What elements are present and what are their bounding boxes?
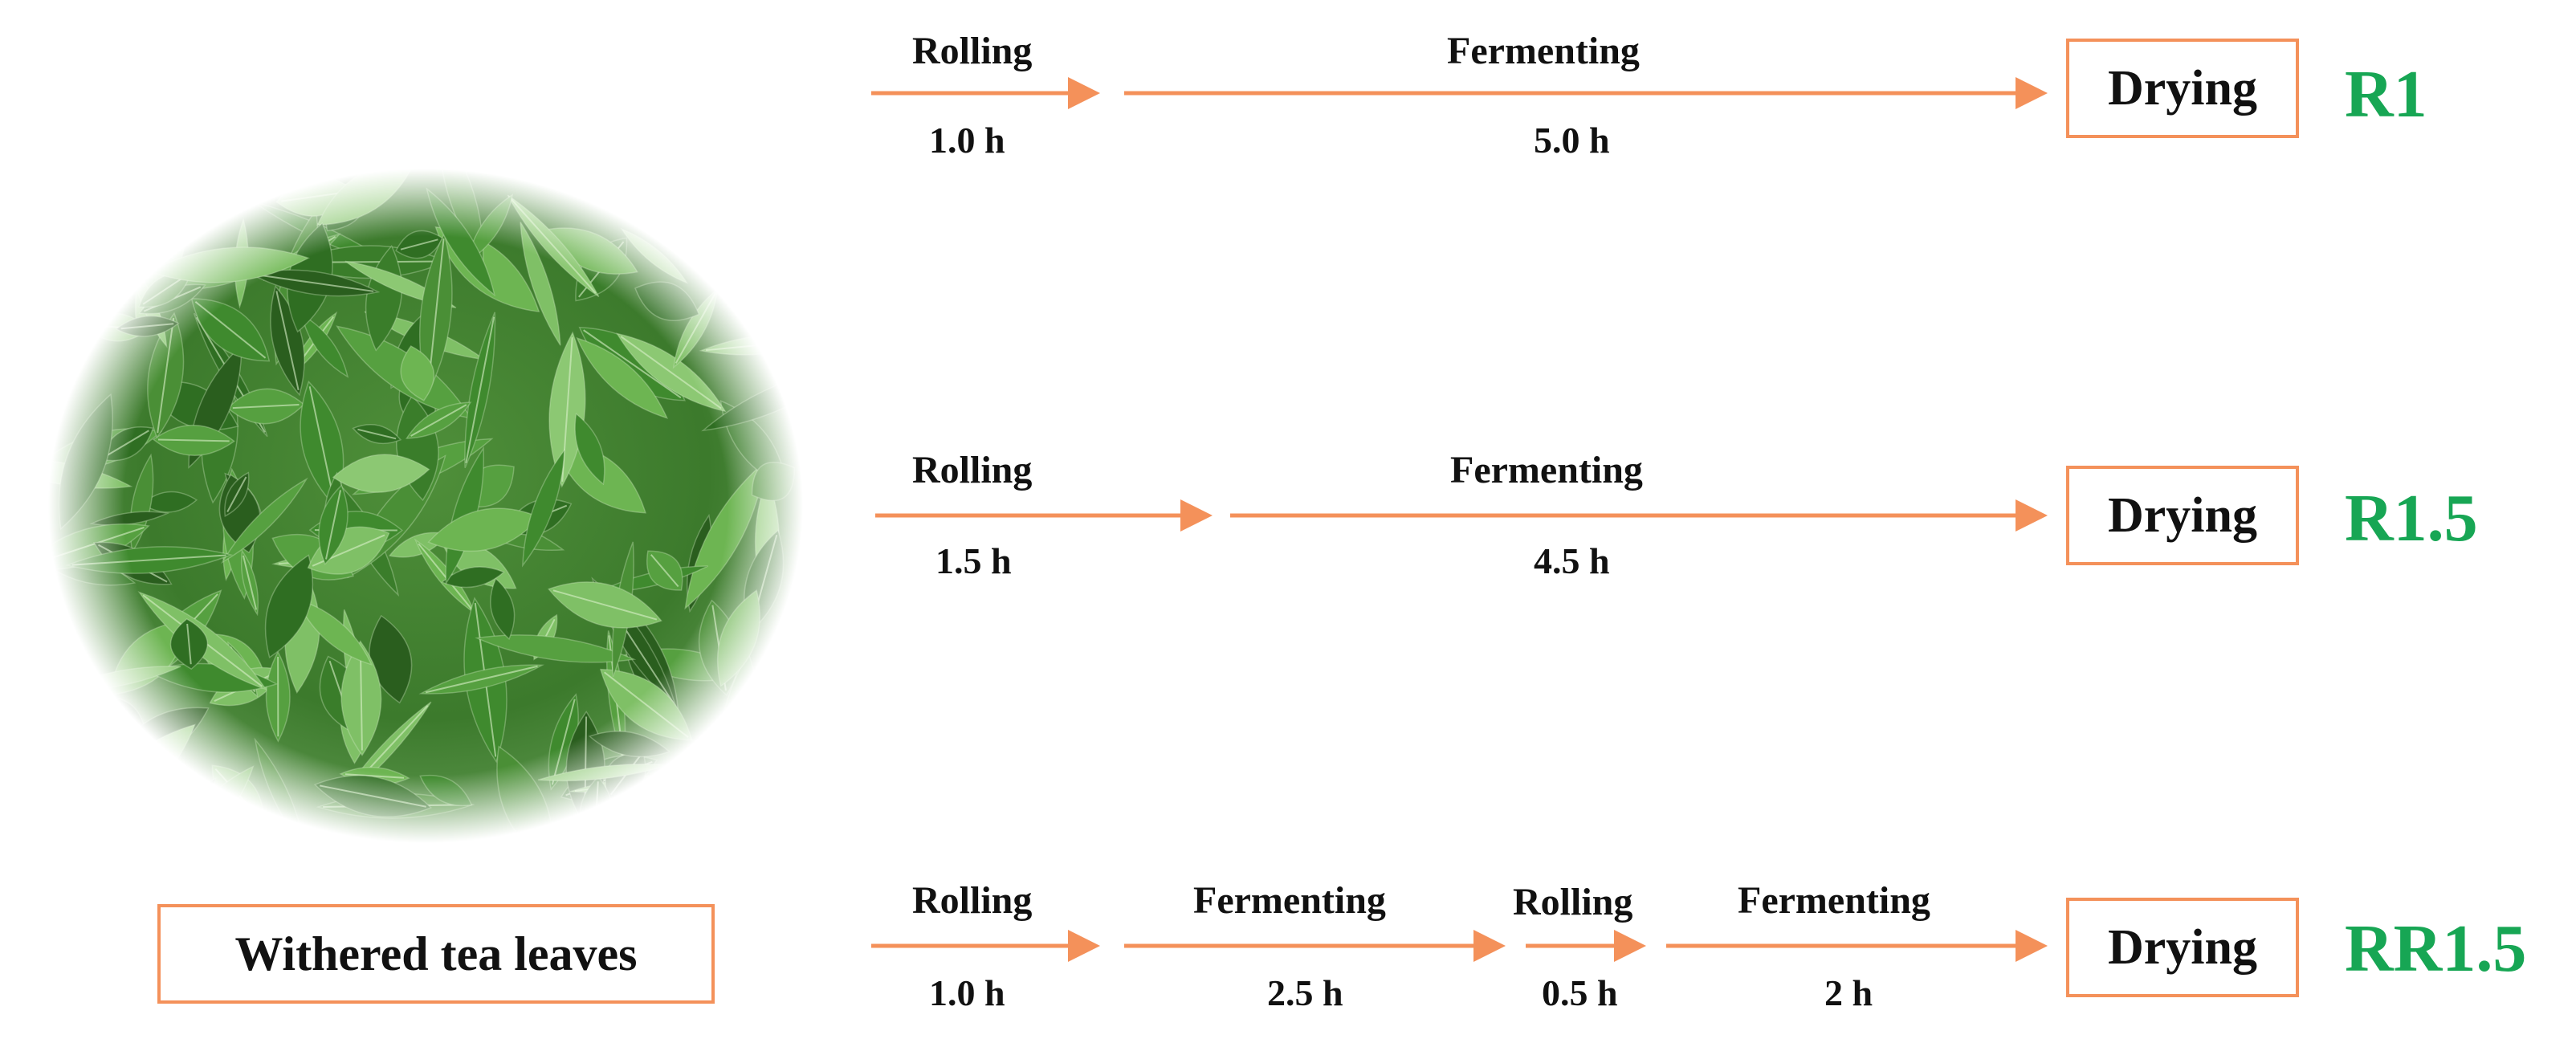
route-r15-step-1-duration: 1.5 h [935,540,1012,581]
route-r1-step-1-label: Rolling [912,30,1033,72]
route-r15-step-2-label: Fermenting [1450,449,1643,491]
route-rr15-step-3-label: Rolling [1513,881,1633,923]
route-rr15-step-3-duration: 0.5 h [1542,972,1618,1013]
tea-leaves-photo-icon [32,161,819,851]
withered-tea-leaves-box: Withered tea leaves [157,904,715,1004]
route-rr15-step-1-duration: 1.0 h [929,972,1005,1013]
route-rr15-step-4-duration: 2 h [1824,972,1873,1013]
route-r15-step-1-label: Rolling [912,449,1033,491]
route-r15-step-2-duration: 4.5 h [1534,540,1610,581]
route-rr15-step-4-label: Fermenting [1738,879,1930,922]
route-r1-drying-box: Drying [2066,39,2299,138]
route-r1-step-2-duration: 5.0 h [1534,120,1610,161]
route-r15-drying-box: Drying [2066,466,2299,565]
route-r1-name: R1 [2345,57,2427,132]
route-rr15-drying-box: Drying [2066,898,2299,997]
route-r15-name: R1.5 [2345,481,2478,556]
route-rr15-name: RR1.5 [2345,911,2527,986]
route-rr15-step-2-duration: 2.5 h [1267,972,1343,1013]
route-r1-step-2-label: Fermenting [1447,30,1640,72]
route-rr15-step-2-label: Fermenting [1193,879,1386,922]
route-rr15-step-1-label: Rolling [912,879,1033,922]
route-r1-step-1-duration: 1.0 h [929,120,1005,161]
